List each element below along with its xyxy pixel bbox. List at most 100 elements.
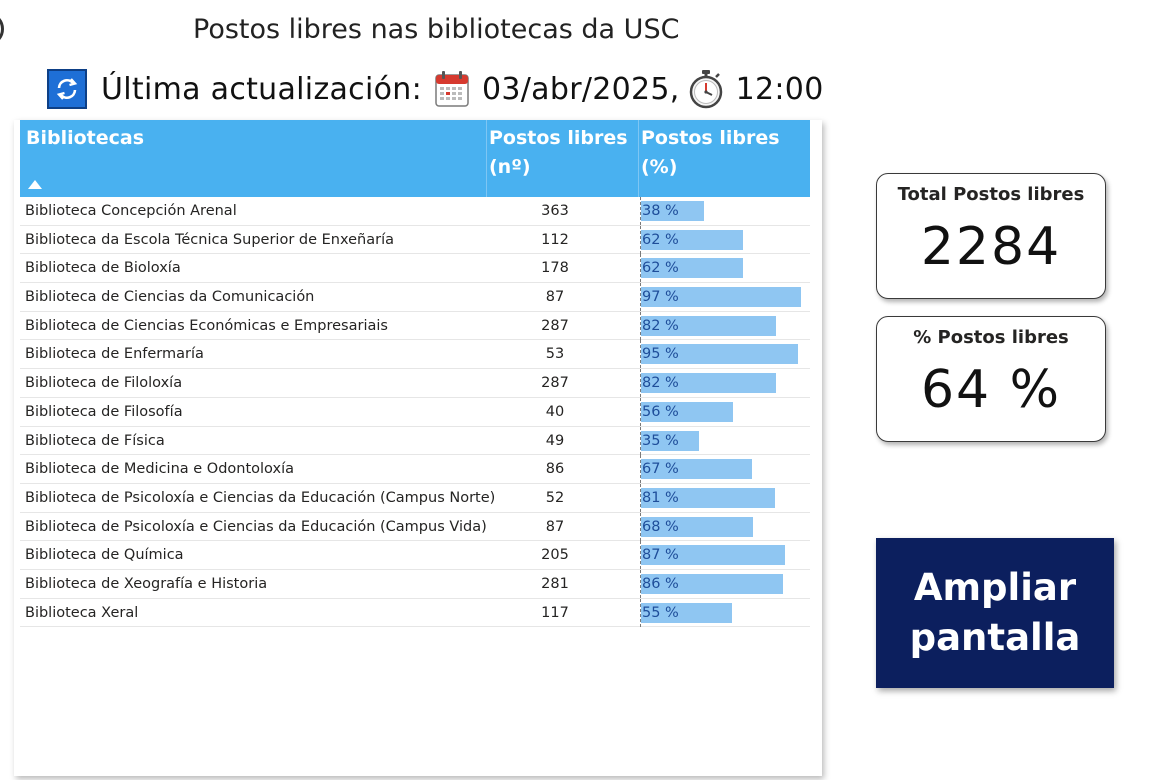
table-row[interactable]: Biblioteca de Xeografía e Historia 281 86 …	[20, 569, 811, 599]
library-name: Biblioteca de Filosofía	[25, 403, 183, 420]
free-seats-percent-cell: 56 %	[640, 397, 811, 426]
library-name: Biblioteca de Psicoloxía e Ciencias da E…	[25, 518, 487, 535]
library-name: Biblioteca de Enfermaría	[25, 346, 204, 363]
table-row[interactable]: Biblioteca Concepción Arenal 363 38 %	[20, 197, 810, 226]
free-seats-count: 178	[541, 260, 569, 277]
percent-bar	[641, 344, 798, 365]
free-seats-count: 86	[545, 461, 565, 478]
free-seats-percent-cell: 35 %	[640, 426, 811, 455]
table-row[interactable]: Biblioteca de Ciencias Económicas e Empr…	[20, 311, 810, 341]
percent-label: 35 %	[642, 432, 679, 449]
percent-bar	[641, 516, 754, 537]
free-seats-percent-cell: 68 %	[640, 512, 811, 541]
column-header-count[interactable]: Postos libres (nº)	[489, 127, 628, 178]
table-body: Biblioteca Concepción Arenal 363 38 % Bibli…	[20, 197, 811, 628]
corner-control-icon	[0, 12, 4, 46]
percent-label: 67 %	[642, 461, 679, 478]
table-row[interactable]: Biblioteca de Ciencias da Comunicación 87…	[20, 283, 810, 312]
percent-free-seats-card: % Postos libres 64 %	[876, 316, 1106, 442]
free-seats-count: 287	[541, 375, 569, 392]
expand-screen-label-line2: pantalla	[909, 616, 1081, 659]
calendar-icon	[434, 70, 470, 108]
last-update-date: 03/abr/2025,	[481, 71, 680, 107]
table-row[interactable]: Biblioteca de Psicoloxía e Ciencias da E…	[20, 483, 811, 513]
last-update-row: Última actualización: 03/abr/2025,	[47, 67, 824, 111]
table-row[interactable]: Biblioteca de Química 205 87 %	[20, 541, 810, 570]
library-name: Biblioteca Xeral	[25, 604, 139, 621]
percent-bar	[641, 315, 777, 336]
column-divider	[638, 120, 639, 197]
percent-free-seats-label: % Postos libres	[913, 327, 1069, 348]
percent-label: 86 %	[642, 575, 679, 592]
free-seats-percent-cell: 62 %	[640, 225, 811, 254]
percent-label: 62 %	[642, 231, 679, 248]
percent-bar	[641, 430, 699, 451]
free-seats-count: 205	[541, 547, 569, 564]
free-seats-percent-cell: 55 %	[640, 598, 811, 627]
library-name: Biblioteca de Bioloxía	[25, 260, 181, 277]
total-free-seats-card: Total Postos libres 2284	[876, 173, 1106, 299]
percent-label: 38 %	[642, 203, 679, 219]
column-header-libraries[interactable]: Bibliotecas	[26, 127, 145, 149]
percent-free-seats-value: 64 %	[920, 360, 1062, 420]
free-seats-count: 287	[541, 317, 569, 334]
refresh-icon	[56, 78, 78, 100]
table-row[interactable]: Biblioteca de Bioloxía 178 62 %	[20, 254, 811, 284]
free-seats-count: 87	[545, 518, 565, 535]
percent-bar	[641, 373, 777, 394]
library-name: Biblioteca de Medicina e Odontoloxía	[25, 461, 294, 478]
library-name: Biblioteca de Psicoloxía e Ciencias da E…	[25, 489, 496, 506]
free-seats-count: 87	[545, 289, 565, 306]
page-title: Postos libres nas bibliotecas da USC	[193, 14, 680, 45]
column-header-percent[interactable]: Postos libres (%)	[641, 127, 780, 178]
free-seats-count: 112	[541, 231, 569, 248]
percent-bar	[641, 229, 744, 250]
free-seats-percent-cell: 87 %	[640, 541, 811, 570]
library-name: Biblioteca de Xeografía e Historia	[25, 575, 268, 592]
total-free-seats-value: 2284	[920, 217, 1062, 277]
free-seats-count: 52	[545, 489, 565, 506]
library-name: Biblioteca de Ciencias da Comunicación	[25, 289, 315, 306]
free-seats-count: 363	[541, 203, 569, 219]
percent-label: 82 %	[642, 375, 679, 392]
percent-bar	[641, 287, 802, 308]
table-row[interactable]: Biblioteca de Filoloxía 287 82 %	[20, 369, 810, 398]
table-row[interactable]: Biblioteca de Enfermaría 53 95 %	[20, 340, 810, 370]
table-row[interactable]: Biblioteca de Medicina e Odontoloxía 86 67…	[20, 455, 810, 484]
free-seats-count: 49	[545, 432, 565, 449]
library-name: Biblioteca de Filoloxía	[25, 375, 183, 392]
free-seats-percent-cell: 82 %	[640, 369, 811, 398]
library-name: Biblioteca Concepción Arenal	[25, 203, 237, 219]
last-update-time: 12:00	[735, 71, 824, 107]
percent-label: 97 %	[642, 289, 679, 306]
table-row[interactable]: Biblioteca de Psicoloxía e Ciencias da E…	[20, 512, 811, 542]
refresh-button[interactable]	[47, 69, 87, 109]
percent-bar	[641, 459, 752, 480]
free-seats-percent-cell: 86 %	[640, 569, 811, 598]
library-name: Biblioteca de Química	[25, 547, 184, 564]
percent-label: 87 %	[642, 547, 679, 564]
free-seats-percent-cell: 81 %	[640, 483, 811, 512]
table-row[interactable]: Biblioteca de Física 49 35 %	[20, 426, 811, 456]
library-name: Biblioteca de Física	[25, 432, 165, 449]
percent-label: 55 %	[642, 604, 679, 621]
libraries-table: Bibliotecas Postos libres (nº) Postos li…	[14, 120, 822, 776]
percent-bar	[641, 545, 785, 566]
table-row[interactable]: Biblioteca da Escola Técnica Superior de…	[20, 225, 811, 255]
table-row[interactable]: Biblioteca Xeral 117 55 %	[20, 598, 811, 628]
sort-ascending-icon[interactable]	[28, 180, 42, 189]
percent-label: 81 %	[642, 489, 679, 506]
percent-label: 68 %	[642, 518, 679, 535]
percent-bar	[641, 602, 732, 623]
free-seats-percent-cell: 62 %	[640, 254, 811, 283]
stopwatch-icon	[688, 69, 724, 109]
table-header: Bibliotecas Postos libres (nº) Postos li…	[20, 120, 810, 197]
expand-screen-label-line1: Ampliar	[913, 566, 1077, 609]
free-seats-count: 40	[545, 403, 565, 420]
expand-screen-button[interactable]: Ampliar pantalla	[876, 538, 1114, 688]
percent-label: 56 %	[642, 403, 679, 420]
percent-bar	[641, 573, 783, 594]
table-row[interactable]: Biblioteca de Filosofía 40 56 %	[20, 397, 811, 427]
total-free-seats-label: Total Postos libres	[897, 184, 1085, 205]
percent-bar	[641, 201, 704, 221]
